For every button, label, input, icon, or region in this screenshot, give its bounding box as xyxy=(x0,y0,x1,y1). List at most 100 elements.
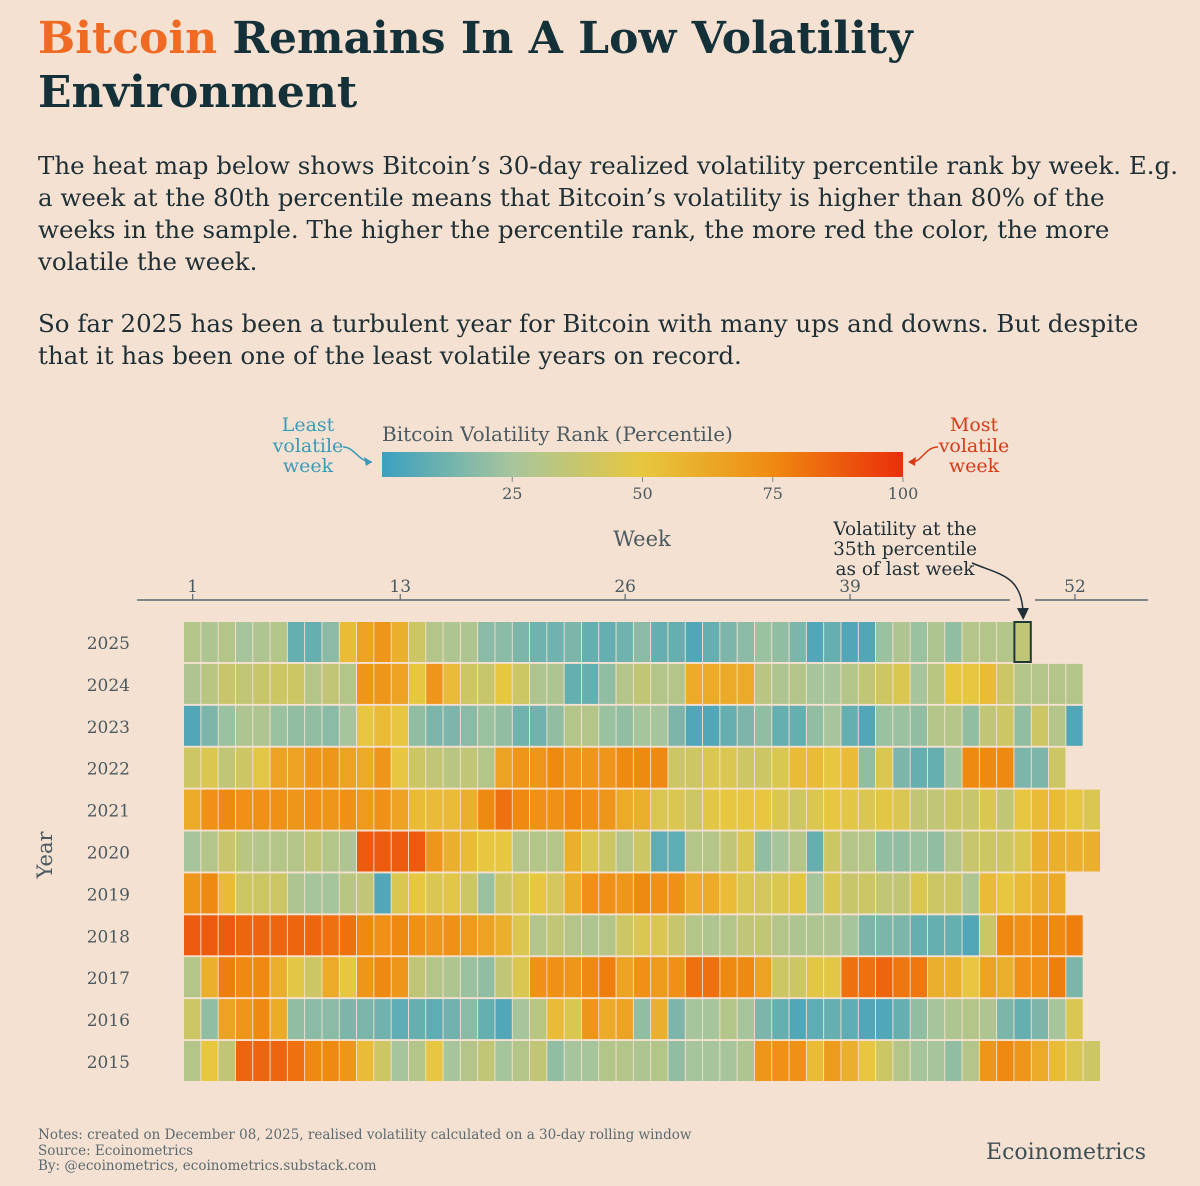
heatmap-cell xyxy=(927,957,945,998)
heatmap-cell xyxy=(997,957,1014,998)
heatmap-cell xyxy=(789,1041,806,1081)
heatmap-cell xyxy=(824,747,841,788)
heatmap-cell xyxy=(1066,789,1083,830)
heatmap-cell xyxy=(685,789,703,830)
x-tick-label: 1 xyxy=(187,577,198,597)
heatmap-cell xyxy=(910,622,927,662)
heatmap-cell xyxy=(530,705,547,746)
heatmap-cell xyxy=(927,663,945,704)
heatmap-cell xyxy=(253,1041,270,1081)
heatmap-cell xyxy=(927,705,945,746)
heatmap-cell xyxy=(408,873,426,914)
heatmap-cell xyxy=(547,747,564,788)
heatmap-cell xyxy=(270,999,287,1040)
heatmap-cell xyxy=(910,1041,927,1081)
heatmap-cell xyxy=(651,915,668,956)
heatmap-cell xyxy=(270,663,287,704)
heatmap-cell xyxy=(478,915,495,956)
heatmap-cell xyxy=(235,873,253,914)
heatmap-cell xyxy=(772,831,789,872)
heatmap-cell xyxy=(703,1041,720,1081)
heatmap-cell xyxy=(322,957,339,998)
intro-text: The heat map below shows Bitcoin’s 30-da… xyxy=(38,150,1178,402)
heatmap-cell xyxy=(426,705,443,746)
annotated-cell-outline xyxy=(1013,621,1032,663)
heatmap-cell xyxy=(962,705,979,746)
heatmap-cell xyxy=(754,789,772,830)
heatmap-cell xyxy=(357,999,374,1040)
heatmap-cell xyxy=(530,957,547,998)
heatmap-cell xyxy=(737,789,754,830)
heatmap-cell xyxy=(322,705,339,746)
heatmap-cell xyxy=(581,747,599,788)
heatmap-cell xyxy=(685,1041,703,1081)
intro-paragraph-1: The heat map below shows Bitcoin’s 30-da… xyxy=(38,151,1178,276)
heatmap-cell xyxy=(599,915,616,956)
heatmap-cell xyxy=(218,999,235,1040)
heatmap-cell xyxy=(1031,663,1049,704)
heatmap-cell xyxy=(668,915,685,956)
heatmap-cell xyxy=(564,957,581,998)
heatmap-cell xyxy=(685,915,703,956)
heatmap-cell xyxy=(616,915,633,956)
heatmap-cell xyxy=(218,705,235,746)
heatmap-cell xyxy=(235,663,253,704)
heatmap-cell xyxy=(547,915,564,956)
heatmap-cell xyxy=(858,831,876,872)
heatmap-cell xyxy=(305,622,322,662)
heatmap-cell xyxy=(460,789,478,830)
heatmap-cell xyxy=(893,1041,910,1081)
heatmap-cell xyxy=(754,957,772,998)
heatmap-cell xyxy=(443,957,460,998)
heatmap-cell xyxy=(997,999,1014,1040)
heatmap-cell xyxy=(893,915,910,956)
heatmap-cell xyxy=(564,789,581,830)
heatmap-cell xyxy=(391,873,408,914)
heatmap-cell xyxy=(408,622,426,662)
heatmap-cell xyxy=(997,663,1014,704)
heatmap-cell xyxy=(876,663,893,704)
heatmap-cell xyxy=(1049,789,1066,830)
heatmap-cell xyxy=(391,999,408,1040)
heatmap-cell xyxy=(979,915,997,956)
heatmap-cell xyxy=(201,747,218,788)
heatmap-cell xyxy=(841,705,858,746)
heatmap-cell xyxy=(824,957,841,998)
heatmap-cell xyxy=(581,705,599,746)
heatmap-cell xyxy=(979,622,997,662)
heatmap-cell xyxy=(287,663,305,704)
heatmap-cell xyxy=(1049,705,1066,746)
heatmap-cell xyxy=(426,747,443,788)
heatmap-cell xyxy=(841,999,858,1040)
heatmap-cell xyxy=(876,705,893,746)
heatmap-cell xyxy=(720,789,737,830)
heatmap-cell xyxy=(235,915,253,956)
heatmap-cell xyxy=(581,1041,599,1081)
heatmap-cell xyxy=(616,789,633,830)
heatmap-cell xyxy=(339,622,357,662)
colorbar-tick-label: 50 xyxy=(632,484,652,503)
heatmap-cell xyxy=(564,915,581,956)
colorbar-tick-label: 100 xyxy=(888,484,919,503)
heatmap-cell xyxy=(720,957,737,998)
heatmap-cell xyxy=(460,831,478,872)
heatmap-cell xyxy=(357,873,374,914)
heatmap-cell xyxy=(201,705,218,746)
heatmap-cell xyxy=(339,747,357,788)
heatmap-cell xyxy=(1049,1041,1066,1081)
heatmap-cell xyxy=(478,999,495,1040)
heatmap-cell xyxy=(876,747,893,788)
heatmap-cell xyxy=(893,831,910,872)
heatmap-cell xyxy=(495,663,512,704)
heatmap-cell xyxy=(374,622,391,662)
heatmap-cell xyxy=(737,957,754,998)
year-label: 2025 xyxy=(87,634,130,654)
heatmap-cell xyxy=(616,622,633,662)
heatmap-cell xyxy=(945,1041,962,1081)
heatmap-cell xyxy=(893,999,910,1040)
heatmap-cell xyxy=(979,999,997,1040)
heatmap-cell xyxy=(443,789,460,830)
heatmap-cell xyxy=(737,705,754,746)
heatmap-cell xyxy=(201,831,218,872)
x-axis-title: Week xyxy=(613,527,671,551)
